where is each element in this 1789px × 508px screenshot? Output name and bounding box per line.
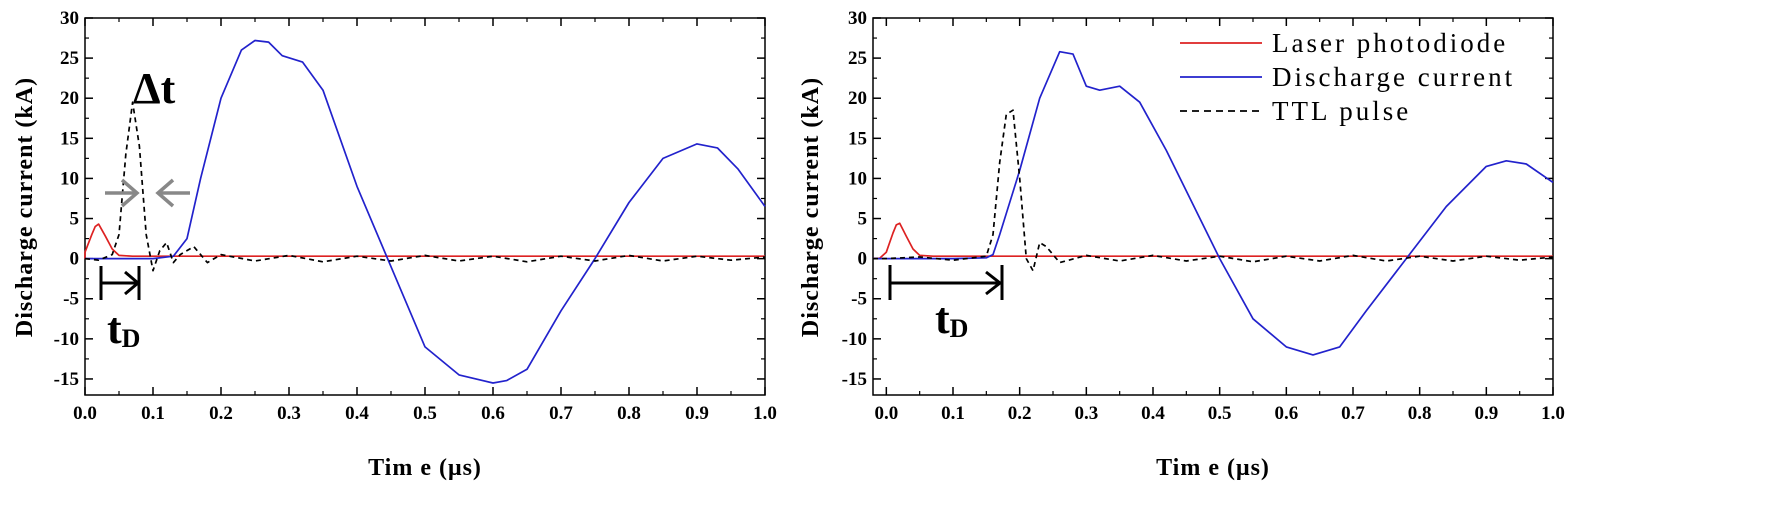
left-y-tick-1: -10 (54, 329, 79, 350)
left-series-laser-line (84, 223, 765, 260)
right-td-label: tD (935, 294, 968, 343)
left-x-tick-9: 0.9 (685, 403, 709, 424)
left-y-axis-label: Discharge current (kA) (12, 77, 38, 337)
left-tick-marks (84, 17, 766, 395)
right-y-axis-label: Discharge current (kA) (798, 77, 824, 337)
left-y-tick-7: 20 (60, 88, 79, 109)
right-y-tick-3: 0 (858, 249, 868, 270)
left-y-tick-0: -15 (54, 369, 79, 390)
delta-t-label: Δt (133, 64, 176, 113)
left-x-tick-7: 0.7 (549, 403, 573, 424)
right-x-tick-3: 0.3 (1074, 403, 1098, 424)
left-y-tick-4: 5 (70, 209, 80, 230)
left-y-tick-6: 15 (60, 128, 79, 149)
left-y-tick-8: 25 (60, 48, 79, 69)
left-x-tick-10: 1.0 (753, 403, 777, 424)
left-x-tick-6: 0.6 (481, 403, 505, 424)
left-td-label: tD (107, 304, 140, 353)
left-x-tick-8: 0.8 (617, 403, 641, 424)
right-x-tick-8: 0.8 (1408, 403, 1432, 424)
left-series-lines (84, 39, 766, 384)
right-x-tick-2: 0.2 (1008, 403, 1032, 424)
legend-label-laser: Laser photodiode (1272, 28, 1508, 58)
left-x-tick-5: 0.5 (413, 403, 437, 424)
legend: Laser photodiode Discharge current TTL p… (1180, 28, 1515, 126)
right-y-tick-8: 25 (848, 48, 867, 69)
left-x-tick-labels: 0.0 0.1 0.2 0.3 0.4 0.5 0.6 0.7 0.8 0.9 1.0 (73, 403, 777, 424)
right-x-axis-label: Tim e (μs) (1156, 455, 1270, 481)
right-y-tick-labels: -15 -10 -5 0 5 10 15 20 25 30 (842, 8, 867, 390)
right-chart: 0.0 0.1 0.2 0.3 0.4 0.5 0.6 0.7 0.8 0.9 1.0 -15 -10… (798, 8, 1565, 481)
left-x-tick-0: 0.0 (73, 403, 97, 424)
right-y-tick-5: 10 (848, 168, 867, 189)
left-y-tick-2: -5 (63, 289, 79, 310)
delta-t-arrows (105, 178, 190, 208)
left-y-tick-5: 10 (60, 168, 79, 189)
legend-label-ttl: TTL pulse (1272, 96, 1411, 126)
left-plot-frame (84, 17, 766, 396)
left-x-tick-3: 0.3 (277, 403, 301, 424)
right-y-tick-0: -15 (842, 369, 867, 390)
right-y-tick-6: 15 (848, 128, 867, 149)
left-y-tick-9: 30 (60, 8, 79, 29)
right-y-tick-7: 20 (848, 88, 867, 109)
right-y-tick-9: 30 (848, 8, 867, 29)
left-y-tick-labels: -15 -10 -5 0 5 10 15 20 25 30 (54, 8, 79, 390)
right-x-tick-7: 0.7 (1341, 403, 1365, 424)
legend-label-discharge: Discharge current (1272, 62, 1515, 92)
right-x-tick-4: 0.4 (1141, 403, 1165, 424)
right-td-arrow (888, 265, 1004, 300)
left-series-discharge-line (85, 39, 766, 384)
right-x-tick-10: 1.0 (1541, 403, 1565, 424)
right-x-tick-0: 0.0 (874, 403, 898, 424)
left-x-tick-4: 0.4 (345, 403, 369, 424)
right-x-tick-5: 0.5 (1208, 403, 1232, 424)
right-plot-frame (872, 17, 1554, 396)
left-series-ttl-line (84, 101, 766, 272)
right-x-tick-1: 0.1 (941, 403, 965, 424)
left-x-tick-1: 0.1 (141, 403, 165, 424)
left-y-tick-3: 0 (70, 249, 80, 270)
right-series-laser-line (872, 222, 1553, 260)
left-chart: 0.0 0.1 0.2 0.3 0.4 0.5 0.6 0.7 0.8 0.9 1.0 -15 -10… (12, 8, 777, 481)
right-series-discharge-line (873, 50, 1554, 356)
right-series-ttl-line (873, 109, 1554, 272)
right-x-tick-labels: 0.0 0.1 0.2 0.3 0.4 0.5 0.6 0.7 0.8 0.9 1.0 (874, 403, 1564, 424)
left-x-tick-2: 0.2 (209, 403, 233, 424)
right-y-tick-2: -5 (851, 289, 867, 310)
right-series-lines (872, 50, 1554, 356)
left-td-arrow (99, 266, 141, 300)
right-y-tick-1: -10 (842, 329, 867, 350)
right-x-tick-9: 0.9 (1474, 403, 1498, 424)
right-x-tick-6: 0.6 (1274, 403, 1298, 424)
left-x-axis-label: Tim e (μs) (368, 455, 482, 481)
right-y-tick-4: 5 (858, 209, 868, 230)
